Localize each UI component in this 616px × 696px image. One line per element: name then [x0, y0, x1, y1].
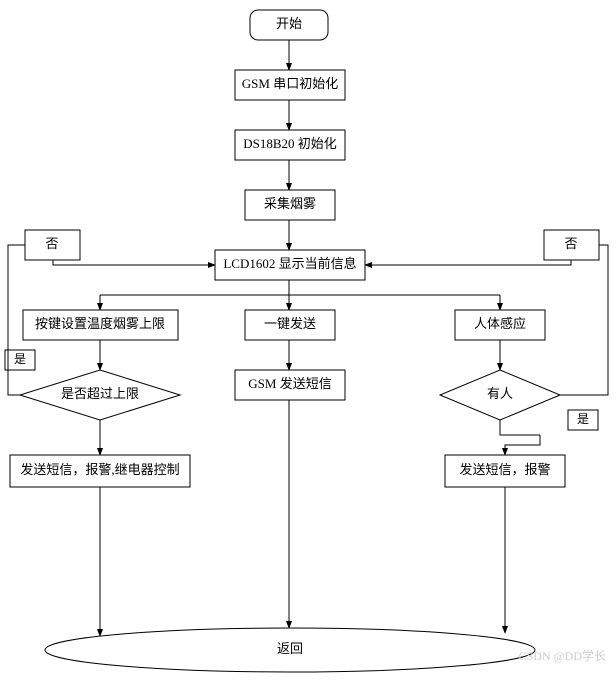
label-body: 人体感应 — [474, 316, 526, 331]
label-person: 有人 — [487, 386, 513, 401]
watermark: CSDN @DD学长 — [519, 648, 606, 663]
label-no-right: 否 — [564, 236, 577, 251]
edge — [53, 260, 215, 265]
label-ds-init: DS18B20 初始化 — [243, 136, 337, 151]
label-start: 开始 — [276, 16, 302, 31]
edge — [365, 260, 571, 265]
label-return: 返回 — [277, 641, 303, 656]
edge — [8, 245, 25, 395]
label-gsm-sms: GSM 发送短信 — [248, 376, 331, 391]
edge — [560, 245, 608, 395]
label-yes-left: 是 — [14, 352, 26, 366]
label-alarm-left: 发送短信，报警,继电器控制 — [20, 462, 179, 477]
label-lcd: LCD1602 显示当前信息 — [223, 256, 356, 271]
label-set-limit: 按键设置温度烟雾上限 — [35, 316, 165, 331]
label-no-left: 否 — [45, 236, 58, 251]
edge — [500, 420, 540, 435]
label-sample: 采集烟雾 — [264, 196, 316, 211]
label-alarm-right: 发送短信，报警 — [459, 462, 550, 477]
label-exceed: 是否超过上限 — [61, 386, 139, 401]
label-gsm-init: GSM 串口初始化 — [242, 76, 338, 91]
label-yes-right: 是 — [577, 412, 589, 426]
label-one-key: 一键发送 — [264, 316, 316, 331]
edge — [505, 435, 540, 455]
